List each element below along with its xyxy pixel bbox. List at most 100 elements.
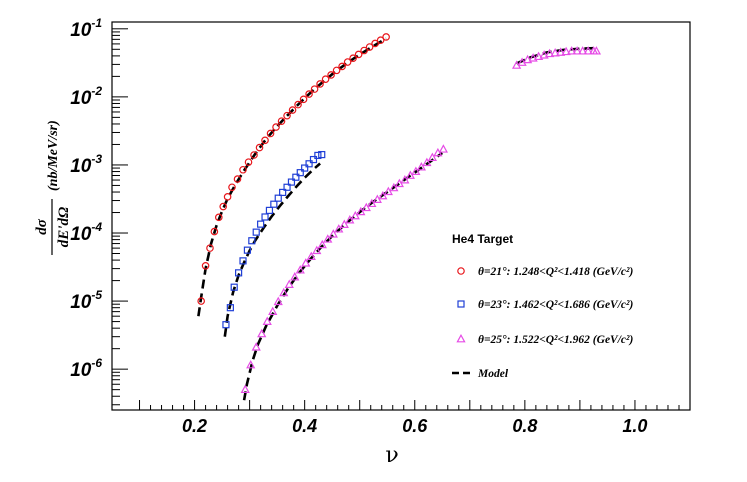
legend-entry-1: θ=21°: 1.248<Q²<1.418 (GeV/c²) <box>478 266 633 278</box>
legend-entry-3: θ=25°: 1.522<Q²<1.962 (GeV/c²) <box>478 334 633 346</box>
square-data-point <box>243 246 252 254</box>
y-label-numerator: dσ <box>34 218 50 235</box>
circle-data-point <box>219 202 227 211</box>
circle-data-point <box>310 85 319 93</box>
triangle-data-point <box>539 50 549 59</box>
x-tick-label: 0.6 <box>402 416 428 436</box>
circle-data-point <box>299 95 308 104</box>
y-tick-label: 10-2 <box>70 84 102 109</box>
circle-data-point <box>321 75 330 83</box>
x-tick-label: 0.2 <box>182 416 207 436</box>
triangle-data-point <box>567 46 577 55</box>
circle-data-point <box>206 244 214 252</box>
circle-data-point <box>228 183 236 192</box>
square-data-point <box>248 237 256 245</box>
legend-triangle-swatch <box>456 333 466 343</box>
circle-data-point <box>250 151 258 159</box>
triangle-data-point <box>583 46 593 55</box>
triangle-data-point <box>356 206 366 216</box>
square-data-point <box>283 183 291 191</box>
triangle-data-point <box>334 224 344 233</box>
circle-data-point <box>338 62 346 71</box>
triangle-data-point <box>534 51 544 61</box>
triangle-data-point <box>339 219 349 228</box>
triangle-data-point <box>367 198 377 208</box>
square-data-point <box>226 304 234 312</box>
circle-data-point <box>349 54 357 62</box>
circle-data-point <box>244 158 253 166</box>
square-data-point <box>230 283 238 291</box>
square-data-point <box>279 188 287 197</box>
triangle-data-point <box>405 170 415 179</box>
triangle-data-point <box>389 182 399 192</box>
legend-entry-4: Model <box>477 368 509 380</box>
square-data-point <box>239 257 247 265</box>
circle-data-point <box>239 165 247 174</box>
y-label-denominator: dE'dΩ <box>56 207 72 247</box>
x-tick-label: 0.4 <box>292 416 317 436</box>
triangle-data-point <box>290 272 300 281</box>
square-data-point <box>274 194 282 202</box>
square-data-point <box>292 173 300 181</box>
circle-data-point <box>354 50 363 59</box>
square-data-point <box>222 321 230 329</box>
legend-circle-swatch <box>457 267 465 275</box>
model-curve <box>242 151 444 401</box>
triangle-data-point <box>438 144 448 153</box>
triangle-data-point <box>556 47 566 56</box>
x-axis-label: ν <box>385 443 398 468</box>
square-data-point <box>265 206 274 214</box>
triangle-data-point <box>257 328 267 338</box>
circle-data-point <box>376 36 385 45</box>
model-curve <box>197 37 387 317</box>
triangle-data-point <box>268 306 278 316</box>
circle-data-point <box>360 46 368 55</box>
circle-data-point <box>277 117 286 125</box>
triangle-data-point <box>528 53 538 62</box>
circle-data-point <box>223 193 232 201</box>
triangle-data-point <box>295 265 305 274</box>
circle-data-point <box>283 111 291 120</box>
triangle-data-point <box>416 162 426 171</box>
circle-data-point <box>233 175 242 183</box>
circle-data-point <box>327 71 335 79</box>
circle-data-point <box>261 136 269 145</box>
triangle-data-point <box>240 384 250 394</box>
triangle-data-point <box>378 190 388 200</box>
circle-data-point <box>272 123 280 131</box>
triangle-data-point <box>591 46 602 55</box>
triangle-data-point <box>279 287 289 297</box>
circle-data-point <box>365 43 374 51</box>
y-tick-label: 10-1 <box>70 16 102 41</box>
circle-data-point <box>255 143 264 152</box>
triangle-data-point <box>251 342 261 351</box>
triangle-data-point <box>246 359 256 369</box>
square-data-point <box>296 169 304 177</box>
x-axis: 0.2 0.4 0.6 0.8 1.0 <box>139 400 691 436</box>
square-data-point <box>301 164 309 172</box>
circle-data-point <box>214 213 223 222</box>
triangle-data-point <box>550 48 560 57</box>
y-tick-label: 10-4 <box>70 220 102 245</box>
circle-data-point <box>305 90 313 98</box>
square-data-point <box>270 200 278 208</box>
square-data-point <box>252 228 260 236</box>
triangle-data-point <box>561 46 571 56</box>
legend-entry-2: θ=23°: 1.462<Q²<1.686 (GeV/c²) <box>478 299 633 311</box>
y-axis-label: dσ dE'dΩ (nb/MeV/sr) <box>34 120 72 255</box>
square-data-point <box>287 178 296 186</box>
square-data-point <box>235 269 243 277</box>
circle-data-point <box>316 80 324 88</box>
triangle-data-point <box>312 245 322 255</box>
triangle-data-point <box>301 258 311 267</box>
triangle-data-point <box>273 296 283 306</box>
circle-data-point <box>332 66 341 75</box>
data-markers <box>197 33 602 394</box>
circle-data-point <box>288 106 297 114</box>
triangle-data-point <box>361 202 371 212</box>
triangle-data-point <box>323 234 333 243</box>
triangle-data-point <box>545 48 555 58</box>
circle-data-point <box>294 100 302 109</box>
legend-title: He4 Target <box>452 232 513 246</box>
